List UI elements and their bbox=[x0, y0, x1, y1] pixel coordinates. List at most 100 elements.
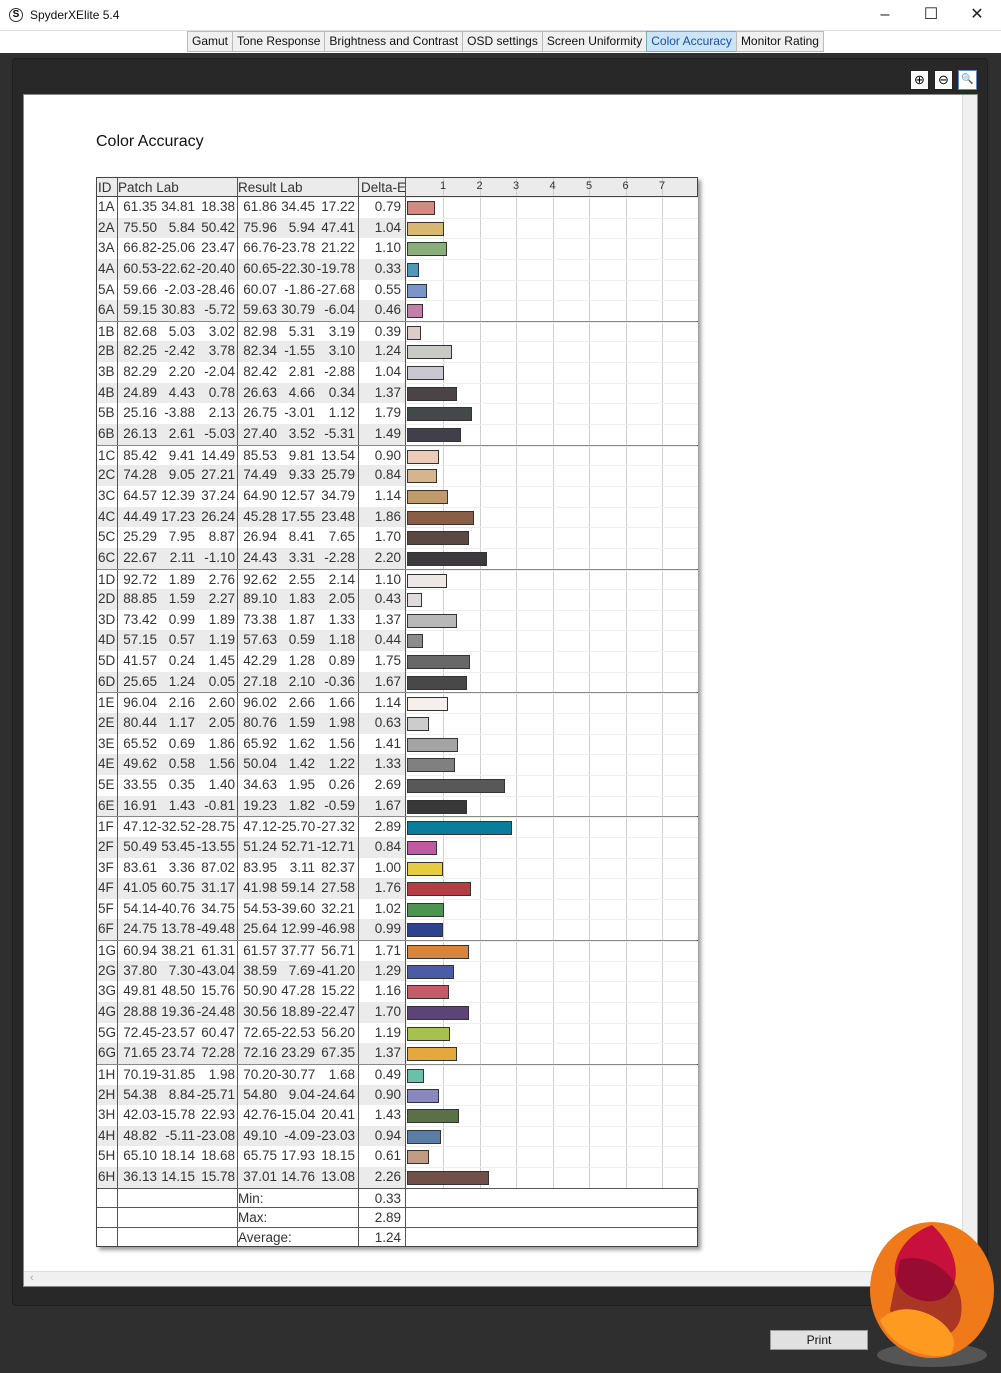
patch-id: 6C bbox=[97, 547, 118, 569]
maximize-button[interactable]: ☐ bbox=[923, 6, 939, 23]
lab-value: 37.80 bbox=[123, 962, 157, 978]
gridline bbox=[516, 942, 517, 961]
gridline bbox=[552, 1002, 554, 1023]
table-row: 1G 60.94 38.21 61.31 61.57 37.77 56.71 1.71 bbox=[97, 940, 698, 961]
gridline bbox=[589, 425, 590, 445]
zoom-out-icon[interactable]: ⊖ bbox=[934, 70, 953, 90]
gridline bbox=[552, 383, 554, 404]
gridline bbox=[662, 198, 663, 218]
delta-e-bar-cell bbox=[406, 506, 698, 528]
gridline bbox=[662, 920, 663, 941]
lab-value: 0.05 bbox=[208, 673, 235, 689]
lab-value: 50.49 bbox=[123, 838, 157, 854]
lab-value: 25.16 bbox=[123, 405, 157, 421]
gridline bbox=[625, 548, 627, 569]
result-lab: 26.94 8.41 7.65 bbox=[238, 527, 359, 548]
tab-brightness-and-contrast[interactable]: Brightness and Contrast bbox=[324, 31, 463, 52]
lab-value: 57.63 bbox=[243, 632, 277, 648]
scroll-left-icon[interactable]: ‹ bbox=[30, 1272, 34, 1284]
gridline bbox=[479, 1002, 481, 1023]
tab-color-accuracy[interactable]: Color Accuracy bbox=[646, 31, 736, 52]
gridline bbox=[479, 1023, 481, 1044]
gridline bbox=[589, 961, 590, 982]
close-button[interactable]: ✕ bbox=[970, 6, 984, 23]
lab-value: 61.35 bbox=[123, 199, 157, 214]
lab-value: 5.31 bbox=[288, 323, 315, 339]
delta-e-bar-cell bbox=[406, 238, 698, 259]
delta-e-bar bbox=[406, 634, 423, 649]
patch-lab: 24.89 4.43 0.78 bbox=[118, 382, 238, 404]
gridline bbox=[479, 1147, 481, 1168]
gridline bbox=[552, 1023, 554, 1044]
delta-e-value: 0.84 bbox=[359, 465, 406, 486]
gridline bbox=[479, 507, 481, 528]
delta-e-bar-cell bbox=[406, 362, 698, 383]
page-title: Color Accuracy bbox=[96, 133, 204, 150]
gridline bbox=[552, 982, 554, 1002]
lab-value: 18.89 bbox=[281, 1003, 315, 1019]
gridline bbox=[589, 714, 590, 734]
tab-osd-settings[interactable]: OSD settings bbox=[462, 31, 542, 52]
table-row: 3F 83.61 3.36 87.02 83.95 3.11 82.37 1.00 bbox=[97, 857, 698, 879]
lab-value: 65.92 bbox=[243, 735, 277, 751]
gridline bbox=[662, 631, 663, 652]
delta-e-value: 1.10 bbox=[359, 569, 406, 590]
tab-gamut[interactable]: Gamut bbox=[187, 31, 233, 52]
lab-value: 12.39 bbox=[161, 487, 195, 503]
gridline bbox=[516, 631, 517, 652]
patch-id: 3H bbox=[97, 1105, 118, 1126]
patch-id: 6G bbox=[97, 1043, 118, 1064]
gridline bbox=[589, 631, 590, 652]
tab-tone-response[interactable]: Tone Response bbox=[232, 31, 325, 52]
zoom-fit-icon[interactable]: 🔍 bbox=[958, 70, 977, 90]
delta-e-bar bbox=[406, 902, 444, 917]
lab-value: 50.90 bbox=[243, 983, 277, 999]
patch-id: 4E bbox=[97, 754, 118, 775]
gridline bbox=[625, 1085, 627, 1106]
delta-e-value: 2.89 bbox=[359, 817, 406, 837]
gridline bbox=[589, 404, 590, 425]
table-row: 6C 22.67 2.11 -1.10 24.43 3.31 -2.28 2.20 bbox=[97, 547, 698, 569]
gridline bbox=[516, 404, 517, 425]
horizontal-scrollbar[interactable]: ‹ bbox=[24, 1271, 964, 1286]
lab-value: 2.05 bbox=[328, 591, 355, 607]
gridline bbox=[443, 631, 444, 652]
lab-value: 65.75 bbox=[243, 1148, 277, 1164]
empty-cell bbox=[97, 1208, 118, 1227]
lab-value: -28.75 bbox=[196, 819, 235, 835]
gridline bbox=[479, 218, 481, 239]
delta-e-value: 1.14 bbox=[359, 693, 406, 714]
gridline bbox=[625, 259, 627, 280]
tab-screen-uniformity[interactable]: Screen Uniformity bbox=[541, 31, 647, 52]
gridline bbox=[516, 301, 517, 321]
result-lab: 27.40 3.52 -5.31 bbox=[238, 424, 359, 445]
lab-value: 25.64 bbox=[243, 921, 277, 937]
zoom-in-icon[interactable]: ⊕ bbox=[910, 70, 929, 90]
table-row: 3G 49.81 48.50 15.76 50.90 47.28 15.22 1.16 bbox=[97, 981, 698, 1002]
gridline bbox=[589, 694, 590, 714]
tab-monitor-rating[interactable]: Monitor Rating bbox=[735, 31, 824, 52]
lab-value: 66.76 bbox=[243, 240, 277, 256]
lab-value: -2.42 bbox=[164, 343, 195, 359]
patch-lab: 65.10 18.14 18.68 bbox=[118, 1146, 238, 1168]
lab-value: 1.98 bbox=[208, 1066, 235, 1082]
empty-cell bbox=[118, 1188, 238, 1208]
scale-tick-label: 4 bbox=[549, 180, 556, 192]
gridline bbox=[552, 879, 554, 899]
gridline bbox=[516, 1002, 517, 1023]
lab-value: 54.38 bbox=[123, 1086, 157, 1102]
table-row: 6H 36.13 14.15 15.78 37.01 14.76 13.08 2.26 bbox=[97, 1167, 698, 1188]
print-button[interactable]: Print bbox=[770, 1330, 868, 1350]
patch-lab: 33.55 0.35 1.40 bbox=[118, 774, 238, 796]
minimize-button[interactable]: – bbox=[880, 6, 890, 23]
vertical-scrollbar[interactable] bbox=[962, 95, 977, 1273]
gridline bbox=[662, 1085, 663, 1106]
gridline bbox=[516, 239, 517, 259]
gridline bbox=[516, 1065, 517, 1085]
lab-value: -6.04 bbox=[324, 302, 355, 318]
gridline bbox=[589, 796, 590, 817]
gridline bbox=[552, 528, 554, 548]
lab-value: 51.24 bbox=[243, 838, 277, 854]
gridline bbox=[479, 694, 481, 714]
lab-value: 74.28 bbox=[123, 467, 157, 483]
